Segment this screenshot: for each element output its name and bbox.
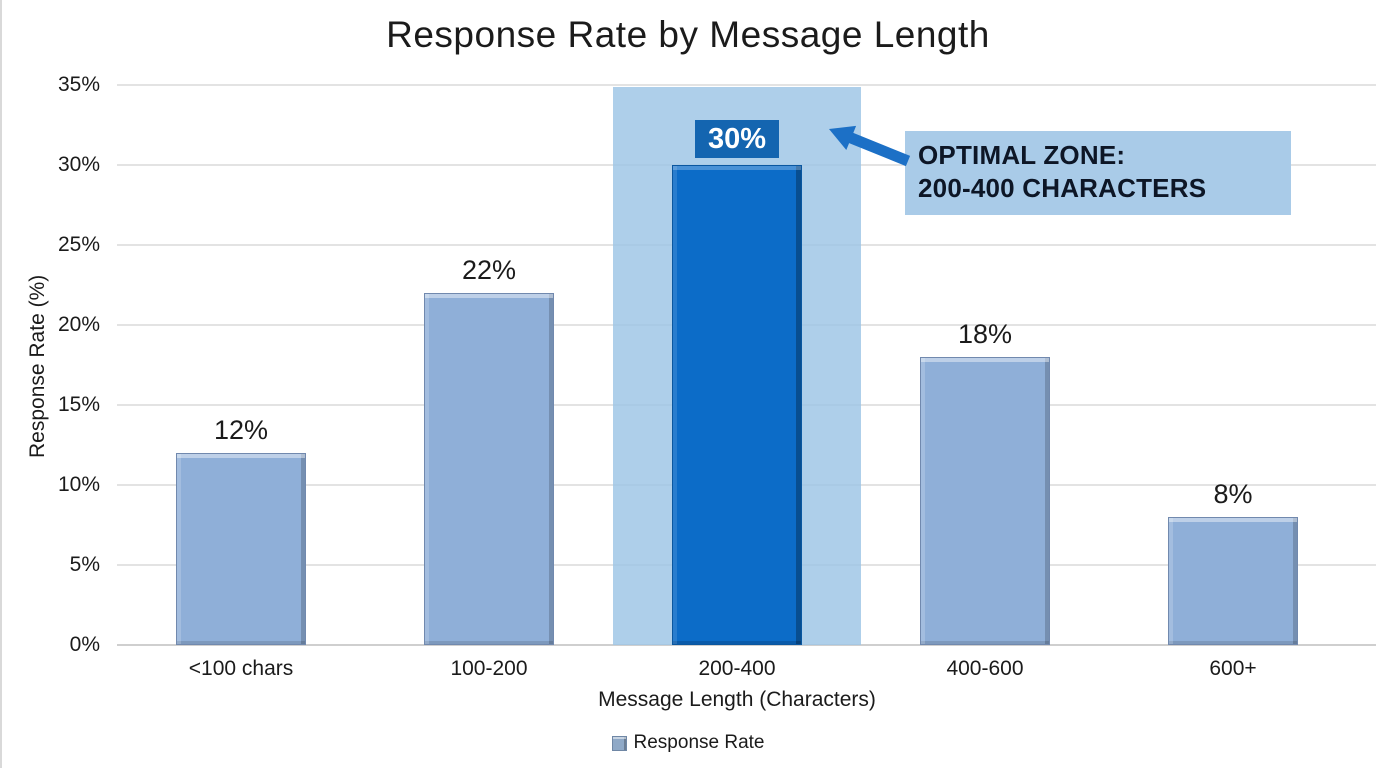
y-tick-label: 10% [57,473,100,496]
data-label-highlighted: 30% [694,120,780,158]
x-axis-line [117,644,1376,646]
annotation-optimal-zone: OPTIMAL ZONE: 200-400 CHARACTERS [905,131,1291,215]
data-label-wrap: 18% [861,317,1109,351]
x-axis-tick-labels: <100 chars 100-200 200-400 400-600 600+ [117,657,1357,681]
data-label: 22% [461,255,517,285]
bar-200-400 [672,165,802,645]
x-tick-label: 100-200 [450,657,528,680]
gridline [117,84,1376,86]
x-tick-label: 600+ [1209,657,1257,680]
y-tick-label: 5% [69,553,100,576]
frame-left-edge [0,0,2,768]
y-tick-label: 0% [69,633,100,656]
y-axis-tick-labels: 35% 30% 25% 20% 15% 10% 5% 0% [0,0,100,768]
y-tick-label: 25% [57,233,100,256]
data-label-wrap: 8% [1109,477,1357,511]
y-tick-label: 30% [57,153,100,176]
bar-600+ [1168,517,1298,645]
y-tick-label: 35% [57,73,100,96]
x-tick-label: <100 chars [188,657,294,680]
y-tick-label: 15% [57,393,100,416]
legend: Response Rate [0,732,1376,754]
legend-label: Response Rate [633,732,765,753]
legend-marker-icon [611,735,627,751]
bar-<100 chars [176,453,306,645]
chart-title: Response Rate by Message Length [386,14,990,55]
data-label-wrap: 12% [117,413,365,447]
plot-area: 12% 22% 30% 18% 8% [117,84,1376,646]
data-label: 8% [1213,479,1253,509]
x-tick-label: 400-600 [946,657,1024,680]
bar-400-600 [920,357,1050,645]
x-axis-title: Message Length (Characters) [598,688,876,711]
annotation-line-1: OPTIMAL ZONE: [918,140,1126,170]
annotation-line-2: 200-400 CHARACTERS [918,173,1207,203]
bar-100-200 [424,293,554,645]
data-label: 18% [957,319,1013,349]
x-tick-label: 200-400 [698,657,776,680]
data-label-wrap: 22% [365,253,613,287]
y-tick-label: 20% [57,313,100,336]
data-label-wrap: 30% [613,120,861,158]
data-label: 12% [213,415,269,445]
